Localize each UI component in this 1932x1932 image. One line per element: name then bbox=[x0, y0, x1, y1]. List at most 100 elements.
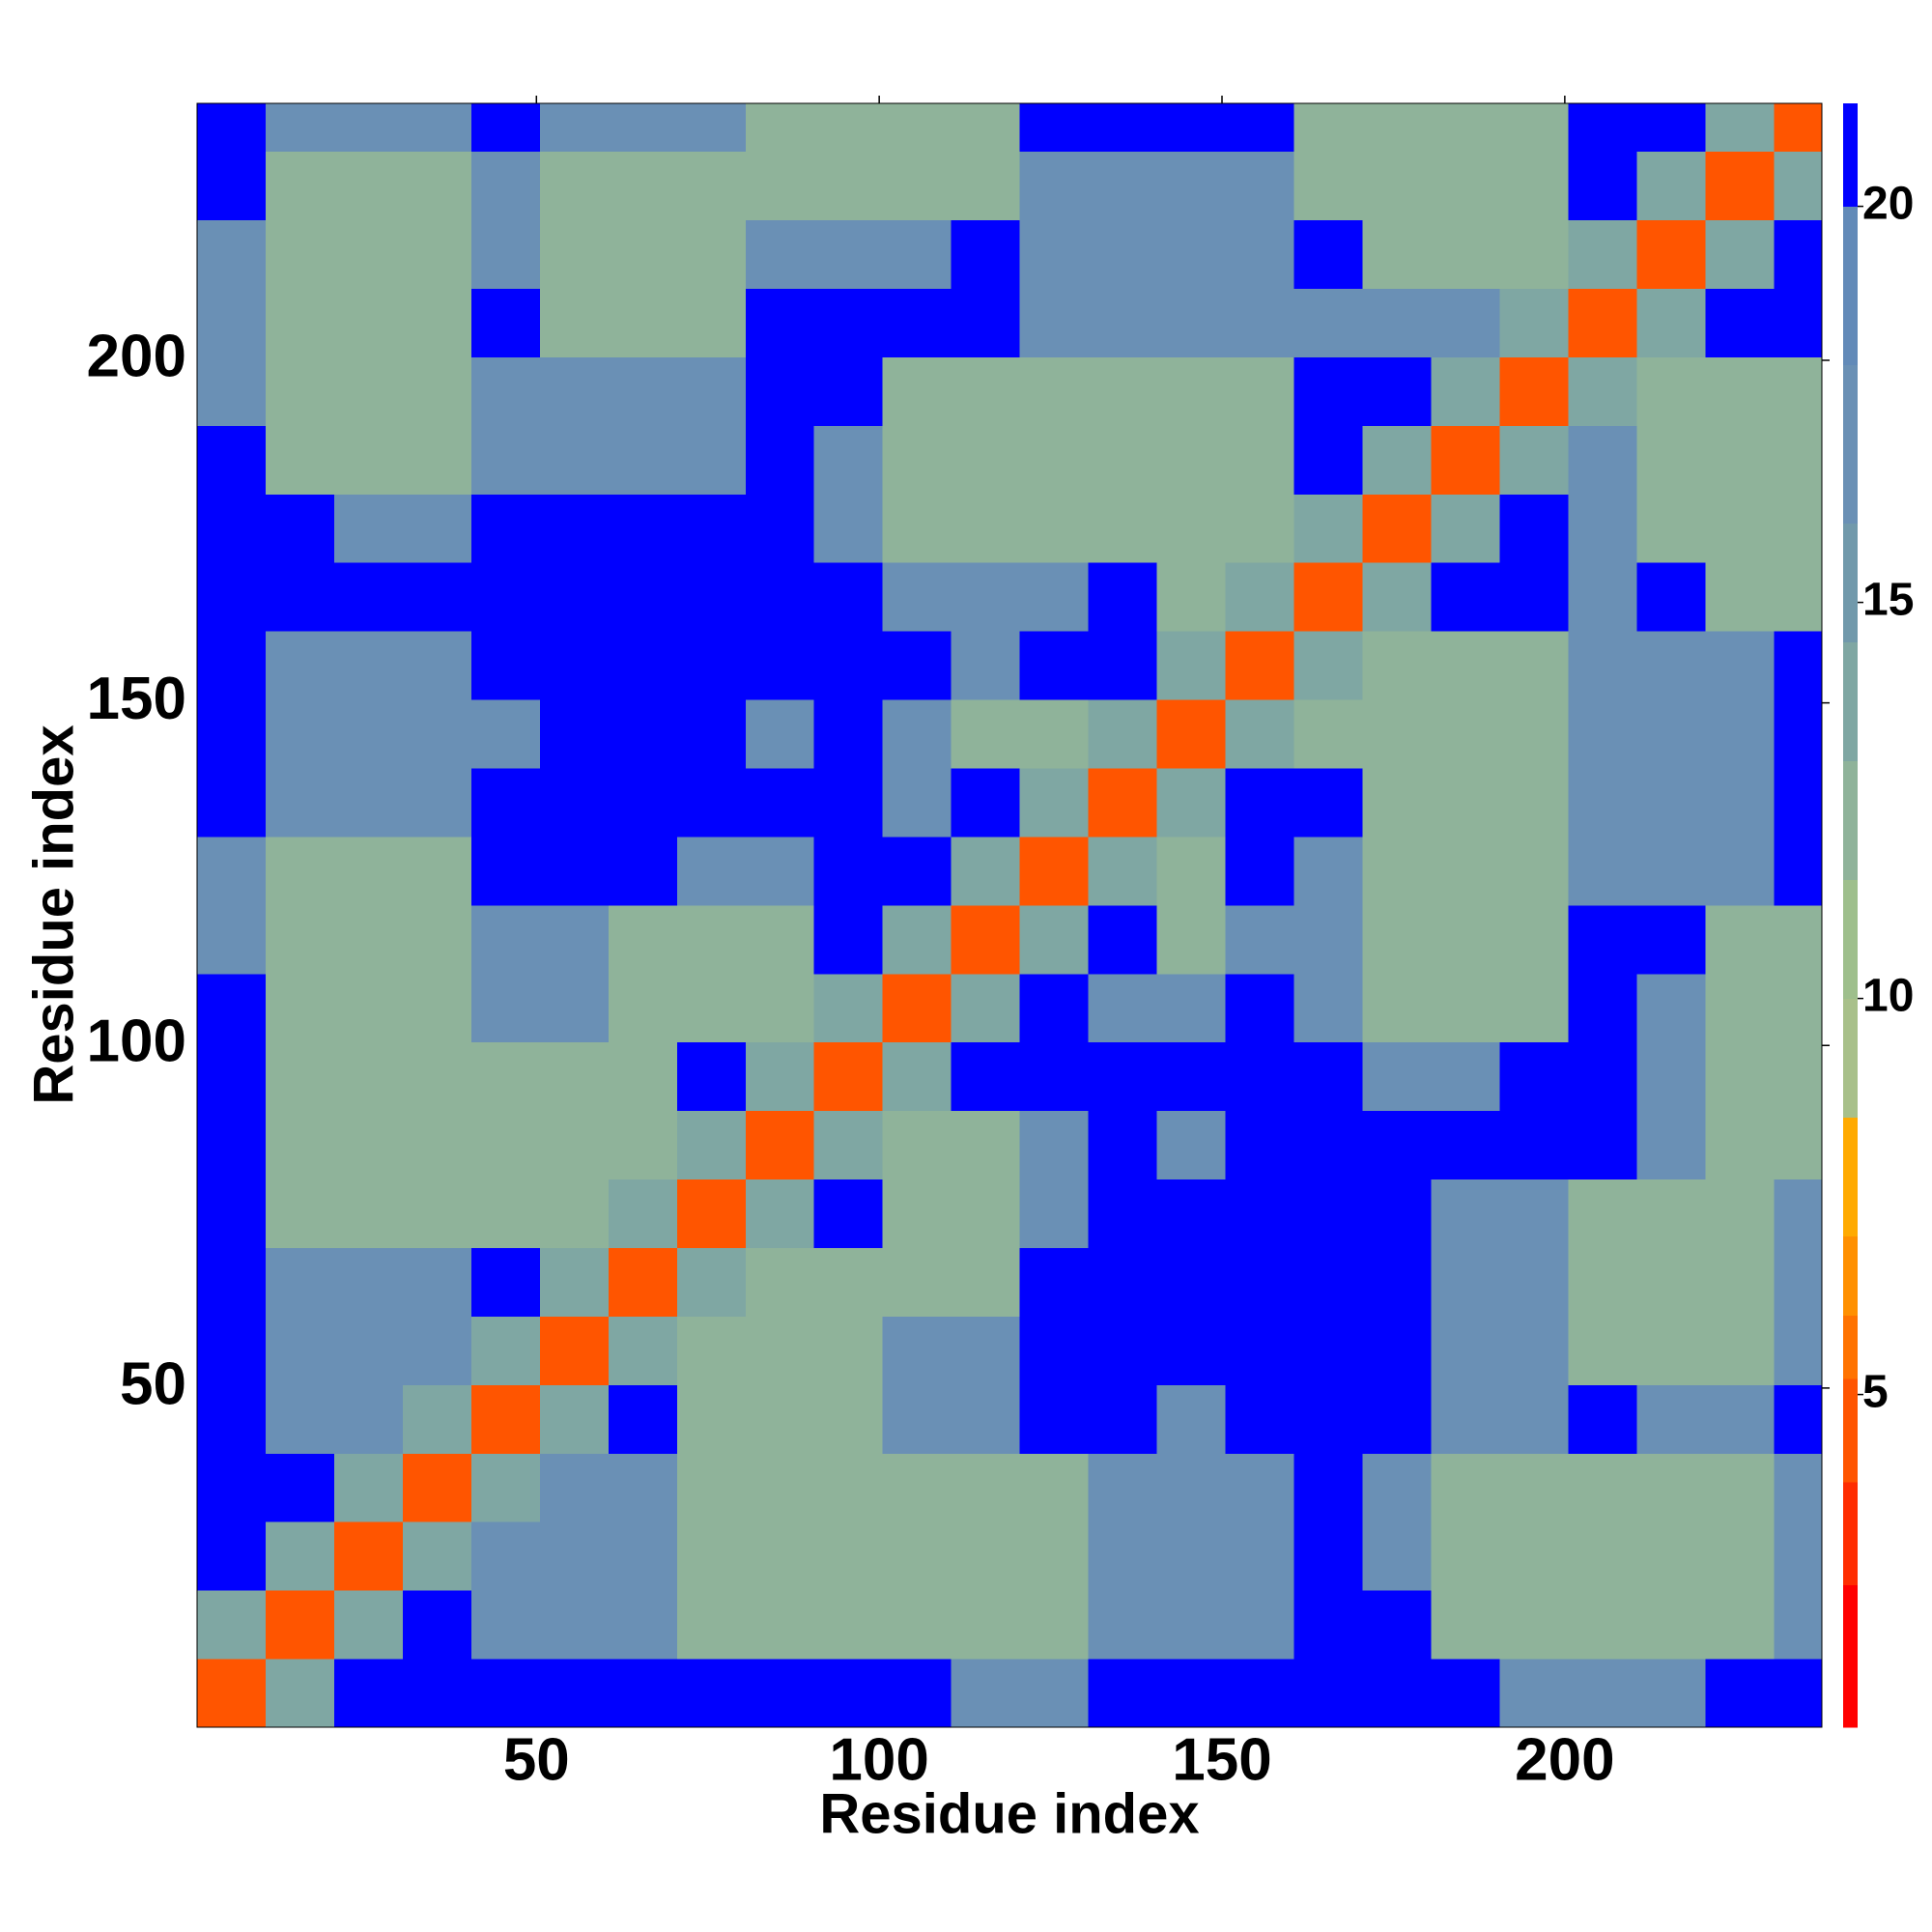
cell bbox=[1362, 836, 1432, 906]
cell bbox=[608, 768, 678, 838]
cell bbox=[1019, 1179, 1090, 1249]
cell bbox=[676, 699, 747, 769]
colorbar-tick-label: 20 bbox=[1862, 178, 1914, 229]
colorbar-band bbox=[1843, 1315, 1858, 1379]
cell bbox=[951, 1041, 1021, 1112]
cell bbox=[1431, 425, 1500, 495]
cell bbox=[1088, 1041, 1158, 1112]
cell bbox=[1362, 699, 1432, 769]
cell bbox=[1499, 631, 1569, 700]
cell bbox=[1568, 1590, 1637, 1660]
cell bbox=[1568, 1316, 1637, 1385]
cell bbox=[197, 1110, 267, 1180]
cell bbox=[197, 1384, 267, 1454]
cell bbox=[265, 1041, 335, 1112]
cell bbox=[1774, 151, 1823, 221]
cell bbox=[1293, 1041, 1363, 1112]
cell bbox=[1156, 631, 1227, 700]
cell bbox=[470, 288, 541, 357]
cell bbox=[1088, 1659, 1158, 1728]
cell bbox=[1362, 288, 1432, 357]
cell bbox=[1293, 1521, 1363, 1591]
cell bbox=[813, 1110, 884, 1180]
cell bbox=[1499, 1384, 1569, 1454]
cell bbox=[882, 973, 952, 1043]
cell bbox=[470, 1316, 541, 1385]
cell bbox=[539, 494, 610, 563]
cell bbox=[813, 103, 884, 153]
cell bbox=[1293, 425, 1363, 495]
cell bbox=[1293, 1179, 1363, 1249]
cell bbox=[265, 151, 335, 221]
cell bbox=[265, 1316, 335, 1385]
cell bbox=[1088, 1384, 1158, 1454]
cell bbox=[1088, 1590, 1158, 1660]
cell bbox=[470, 151, 541, 221]
cell bbox=[1499, 1110, 1569, 1180]
cell bbox=[745, 562, 815, 632]
cell bbox=[1774, 1110, 1823, 1180]
cell bbox=[1156, 1316, 1227, 1385]
cell bbox=[745, 836, 815, 906]
cell bbox=[1225, 631, 1295, 700]
cell bbox=[676, 1179, 747, 1249]
colorbar-band bbox=[1843, 641, 1858, 762]
cell bbox=[1362, 103, 1432, 153]
cell bbox=[333, 631, 404, 700]
cell bbox=[333, 288, 404, 357]
cell bbox=[1705, 562, 1775, 632]
cell bbox=[813, 1590, 884, 1660]
cell bbox=[265, 1590, 335, 1660]
cell bbox=[1225, 836, 1295, 906]
cell bbox=[333, 904, 404, 975]
cell bbox=[539, 151, 610, 221]
cell bbox=[745, 973, 815, 1043]
cell bbox=[882, 768, 952, 838]
cell bbox=[1019, 904, 1090, 975]
cell bbox=[608, 356, 678, 426]
cell bbox=[951, 425, 1021, 495]
cell bbox=[1568, 631, 1637, 700]
cell bbox=[1636, 1179, 1706, 1249]
cell bbox=[265, 1659, 335, 1728]
cell bbox=[1225, 425, 1295, 495]
cell bbox=[1225, 1247, 1295, 1317]
y-axis-title: Residue index bbox=[22, 724, 85, 1104]
cell bbox=[333, 1041, 404, 1112]
cell bbox=[402, 562, 472, 632]
cell bbox=[1568, 494, 1637, 563]
cell bbox=[470, 103, 541, 153]
cell bbox=[1499, 356, 1569, 426]
cell bbox=[951, 219, 1021, 290]
x-tick-label: 200 bbox=[1515, 1726, 1614, 1793]
cell bbox=[951, 356, 1021, 426]
cell bbox=[1225, 1179, 1295, 1249]
cell bbox=[470, 631, 541, 700]
cell bbox=[882, 1041, 952, 1112]
cell bbox=[1362, 1590, 1432, 1660]
cell bbox=[1636, 1453, 1706, 1522]
cell bbox=[1431, 151, 1500, 221]
cell bbox=[539, 1453, 610, 1522]
cell bbox=[1225, 1041, 1295, 1112]
cell bbox=[1636, 562, 1706, 632]
cell bbox=[813, 768, 884, 838]
cell bbox=[676, 562, 747, 632]
cell bbox=[1293, 631, 1363, 700]
cell bbox=[1156, 151, 1227, 221]
cell bbox=[470, 1453, 541, 1522]
cell bbox=[813, 1521, 884, 1591]
cell bbox=[1636, 288, 1706, 357]
cell bbox=[1156, 425, 1227, 495]
cell bbox=[1431, 973, 1500, 1043]
cell bbox=[951, 631, 1021, 700]
cell bbox=[1362, 425, 1432, 495]
cell bbox=[1568, 1453, 1637, 1522]
cell bbox=[1636, 1041, 1706, 1112]
cell bbox=[1225, 562, 1295, 632]
cell bbox=[1636, 151, 1706, 221]
cell bbox=[1088, 1316, 1158, 1385]
cell bbox=[1568, 1179, 1637, 1249]
cell bbox=[882, 425, 952, 495]
cell bbox=[1156, 973, 1227, 1043]
